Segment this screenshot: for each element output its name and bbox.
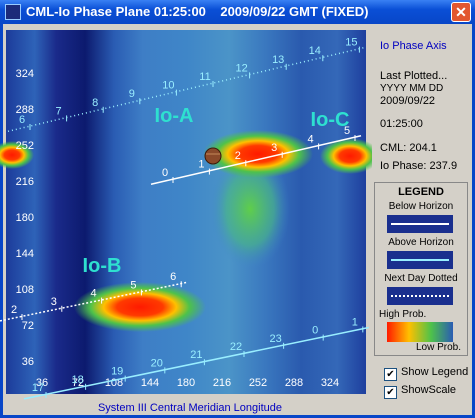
legend-label: Next Day Dotted <box>384 273 458 284</box>
y-tick-label: 216 <box>16 176 34 188</box>
track-line <box>150 135 362 185</box>
hour-label: 4 <box>91 288 97 300</box>
x-tick-label: 216 <box>213 377 231 389</box>
hour-label: 9 <box>129 88 135 100</box>
region-label: Io-B <box>83 255 122 277</box>
probability-scale <box>387 322 453 342</box>
hour-label: 17 <box>32 382 44 394</box>
legend-label: Low Prob. <box>415 342 461 353</box>
y-tick-label: 324 <box>16 68 34 80</box>
hour-label: 13 <box>272 54 284 66</box>
hour-label: 12 <box>235 62 247 74</box>
hour-label: 22 <box>230 341 242 353</box>
hour-label: 10 <box>162 80 174 92</box>
hour-label: 8 <box>92 97 98 109</box>
window-frame <box>0 24 475 418</box>
title-bar: CML-Io Phase Plane 01:25:00 2009/09/22 G… <box>0 0 475 24</box>
hour-label: 6 <box>170 271 176 283</box>
checkbox[interactable]: ✔ ShowScale <box>384 384 456 399</box>
emission-plume <box>210 149 290 269</box>
x-tick-label: 36 <box>36 377 48 389</box>
hour-label: 7 <box>56 105 62 117</box>
emission-region <box>0 141 34 169</box>
hour-label: 20 <box>151 357 163 369</box>
legend-title: LEGEND <box>398 186 444 198</box>
track-line <box>23 326 369 400</box>
hour-label: 0 <box>162 167 168 179</box>
legend-swatch <box>387 215 453 233</box>
x-tick-label: 324 <box>321 377 339 389</box>
legend-label: Below Horizon <box>388 201 454 212</box>
checkbox-label: ShowScale <box>401 384 457 396</box>
y-tick-label: 252 <box>16 140 34 152</box>
date: 2009/09/22 <box>380 95 436 107</box>
region-label: Io-A <box>155 105 194 127</box>
cml-value: CML: 204.1 <box>380 142 437 154</box>
date-format: YYYY MM DD <box>380 83 444 94</box>
y-tick-label: 72 <box>22 320 34 332</box>
y-tick-label: 36 <box>22 356 34 368</box>
hour-label: 15 <box>345 37 357 49</box>
hour-label: 21 <box>190 349 202 361</box>
emission-region <box>320 138 372 174</box>
emission-region <box>74 282 206 332</box>
hour-label: 4 <box>308 133 314 145</box>
close-button[interactable]: ✕ <box>451 2 471 22</box>
hour-label: 18 <box>71 374 83 386</box>
legend-swatch <box>387 251 453 269</box>
last-plotted: Last Plotted... <box>380 70 448 82</box>
checkbox[interactable]: ✔ Show Legend <box>384 366 468 381</box>
hour-label: 2 <box>235 150 241 162</box>
region-label: Io-C <box>311 109 350 131</box>
hour-label: 6 <box>19 114 25 126</box>
x-tick-label: 180 <box>177 377 195 389</box>
hour-label: 11 <box>199 71 210 83</box>
hour-label: 1 <box>352 316 358 328</box>
checkbox-label: Show Legend <box>401 366 469 378</box>
hour-label: 3 <box>51 296 57 308</box>
y-tick-label: 180 <box>16 212 34 224</box>
time: 01:25:00 <box>380 118 423 130</box>
hour-label: 19 <box>111 366 123 378</box>
y-tick-label: 288 <box>16 104 34 116</box>
jupiter-icon <box>204 147 222 165</box>
x-tick-label: 288 <box>285 377 303 389</box>
io-phase-value: Io Phase: 237.9 <box>380 160 458 172</box>
legend: LEGEND Below Horizon Above Horizon Next … <box>374 182 468 356</box>
y-tick-label: 108 <box>16 284 34 296</box>
hour-label: 3 <box>271 142 277 154</box>
legend-label: Above Horizon <box>388 237 454 248</box>
hour-label: 23 <box>269 333 281 345</box>
window-title: CML-Io Phase Plane 01:25:00 2009/09/22 G… <box>26 4 369 19</box>
x-axis-label: System III Central Meridian Longitude <box>98 402 282 414</box>
hour-label: 0 <box>312 325 318 337</box>
hour-label: 1 <box>198 159 204 171</box>
y-tick-label: 144 <box>16 248 34 260</box>
hour-label: 2 <box>11 304 17 316</box>
x-tick-label: 72 <box>72 377 84 389</box>
x-tick-label: 144 <box>141 377 159 389</box>
app-icon <box>5 4 21 20</box>
hour-label: 5 <box>130 279 136 291</box>
axis-title: Io Phase Axis <box>380 40 447 52</box>
hour-label: 5 <box>344 125 350 137</box>
plot-background <box>6 30 366 394</box>
legend-label: High Prob. <box>379 309 427 320</box>
x-tick-label: 252 <box>249 377 267 389</box>
hour-label: 14 <box>309 45 321 57</box>
legend-swatch <box>387 287 453 305</box>
